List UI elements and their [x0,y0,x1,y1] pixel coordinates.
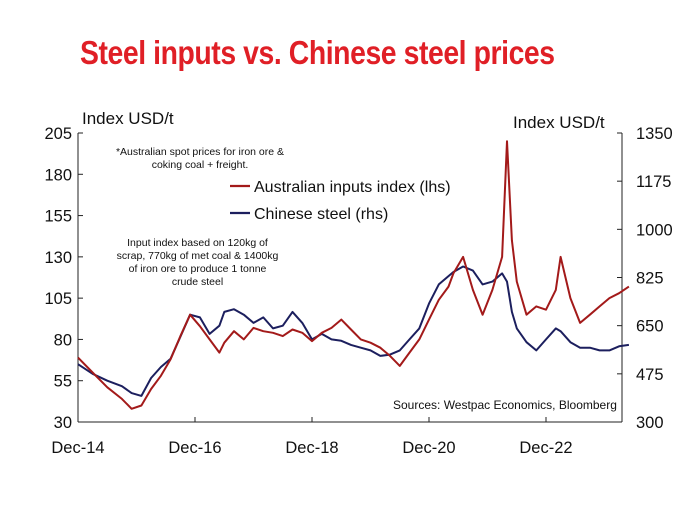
spot-price-note-line: *Australian spot prices for iron ore & [115,146,285,158]
x-tick-label: Dec-20 [402,439,455,457]
left-tick-label: 105 [44,290,72,308]
input-index-note-line: Input index based on 120kg of [127,237,268,249]
left-tick-label: 180 [44,166,72,184]
right-tick-label: 300 [636,414,664,432]
legend-label: Australian inputs index (lhs) [254,179,451,196]
right-tick-label: 1350 [636,125,673,143]
right-tick-label: 825 [636,270,664,288]
x-axis-ticks: Dec-14 Dec-16 Dec-18 Dec-20 Dec-22 [51,417,573,457]
left-tick-label: 55 [54,373,72,391]
input-index-note-line: of iron ore to produce 1 tonne [128,263,267,275]
right-tick-label: 1000 [636,221,673,239]
right-tick-label: 650 [636,318,664,336]
legend: Australian inputs index (lhs) Chinese ste… [230,179,451,223]
right-tick-label: 475 [636,366,664,384]
right-axis-label: Index USD/t [513,113,605,132]
input-index-note-line: scrap, 770kg of met coal & 1400kg [116,250,279,262]
spot-price-note-line: coking coal + freight. [151,159,249,171]
x-tick-label: Dec-22 [519,439,572,457]
x-tick-label: Dec-14 [51,439,104,457]
chart-title: Steel inputs vs. Chinese steel prices [80,34,555,71]
left-tick-label: 205 [44,125,72,143]
left-tick-label: 155 [44,208,72,226]
right-axis-ticks: 300 475 650 825 1000 1175 1350 [617,125,673,432]
inputs-index-line [77,140,630,410]
left-tick-label: 30 [54,414,72,432]
spot-price-note: *Australian spot prices for iron ore & c… [95,146,305,172]
left-axis-ticks: 30 55 80 105 130 155 180 205 [44,125,83,432]
x-tick-label: Dec-16 [168,439,221,457]
input-index-note-line: crude steel [171,276,224,288]
left-tick-label: 80 [54,331,72,349]
left-tick-label: 130 [44,249,72,267]
right-tick-label: 1175 [636,173,671,191]
left-axis-label: Index USD/t [82,109,174,128]
series-layer [77,140,630,410]
legend-label: Chinese steel (rhs) [254,206,388,223]
input-index-note: Input index based on 120kg of scrap, 770… [90,237,305,289]
source-note: Sources: Westpac Economics, Bloomberg [393,398,617,412]
x-tick-label: Dec-18 [285,439,338,457]
